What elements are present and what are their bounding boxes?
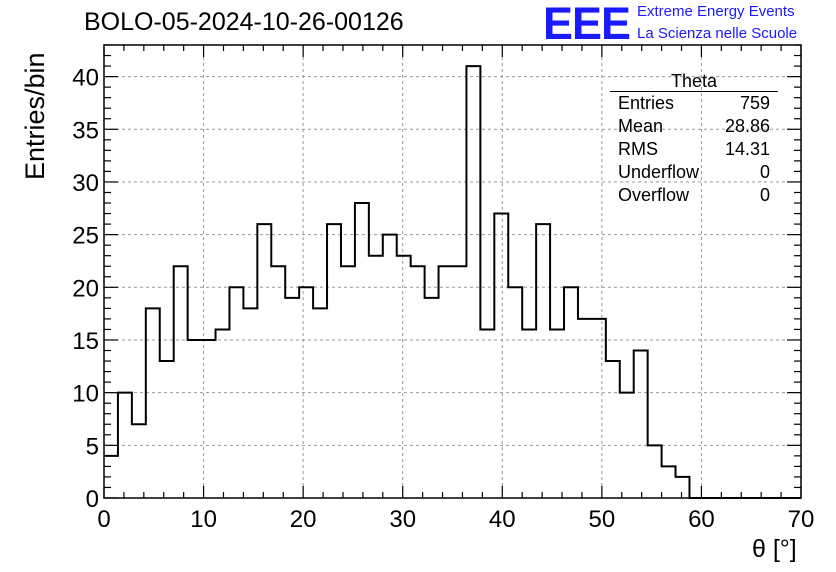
histogram-bin: [327, 224, 341, 498]
histogram-bin: [606, 361, 620, 498]
histogram-bin: [299, 287, 313, 498]
stats-label: RMS: [618, 139, 658, 159]
histogram-bin: [550, 329, 564, 498]
histogram-bin: [676, 477, 690, 498]
x-axis-label: θ [°]: [752, 535, 797, 563]
histogram-bin: [536, 224, 550, 498]
stats-value: 0: [759, 185, 770, 205]
brand-line-1: Extreme Energy Events: [637, 3, 795, 20]
x-tick-label: 50: [589, 506, 616, 533]
stats-row-underflow: Underflow 0: [610, 161, 778, 184]
x-tick-label: 70: [788, 506, 815, 533]
histogram-bin: [411, 266, 425, 498]
histogram-bin: [494, 214, 508, 498]
histogram-bin: [578, 319, 592, 498]
stats-value: 0: [759, 162, 770, 182]
histogram-bin: [216, 329, 230, 498]
y-tick-label: 30: [72, 170, 99, 197]
histogram-bin: [132, 424, 146, 498]
histogram-bin: [648, 445, 662, 498]
stats-row-overflow: Overflow 0: [610, 184, 778, 207]
y-tick-label: 35: [72, 117, 99, 144]
histogram-bin: [146, 308, 160, 498]
stats-box: Theta Entries 759 Mean 28.86 RMS 14.31 U…: [610, 71, 778, 207]
eee-logo: EEE: [543, 0, 631, 49]
histogram-bin: [369, 256, 383, 498]
stats-value: 14.31: [724, 139, 770, 159]
histogram-bin: [257, 224, 271, 498]
x-tick-label: 60: [688, 506, 715, 533]
y-tick-label: 0: [86, 486, 99, 513]
histogram-bin: [439, 266, 453, 498]
stats-label: Entries: [618, 93, 675, 113]
histogram-bin: [453, 266, 467, 498]
plot-frame: [103, 44, 802, 499]
histogram-bin: [466, 66, 480, 498]
histogram-bin: [480, 329, 494, 498]
x-tick-label: 40: [489, 506, 516, 533]
chart-title: BOLO-05-2024-10-26-00126: [84, 8, 404, 36]
brand-line-2: La Scienza nelle Scuole: [637, 25, 798, 42]
x-tick-label: 20: [290, 506, 317, 533]
y-tick-label: 40: [72, 65, 99, 92]
stats-row-mean: Mean 28.86: [610, 115, 778, 138]
stats-label: Overflow: [618, 185, 690, 205]
stats-box-name: Theta: [610, 71, 778, 92]
stats-row-entries: Entries 759: [610, 92, 778, 115]
histogram-bin: [285, 298, 299, 498]
histogram-bin: [341, 266, 355, 498]
y-tick-label: 10: [72, 381, 99, 408]
x-tick-label: 30: [389, 506, 416, 533]
histogram-bin: [271, 266, 285, 498]
stats-value: 759: [739, 93, 770, 113]
histogram-bin: [313, 308, 327, 498]
histogram-bin: [662, 466, 676, 498]
y-tick-label: 15: [72, 328, 99, 355]
histogram-bin: [160, 361, 174, 498]
histogram-bin: [522, 329, 536, 498]
y-tick-label: 5: [86, 433, 99, 460]
y-tick-label: 25: [72, 223, 99, 250]
histogram-outline: [104, 65, 801, 499]
histogram-bin: [174, 266, 188, 498]
histogram-bin: [355, 203, 369, 498]
x-tick-label: 10: [190, 506, 217, 533]
histogram-bin: [634, 351, 648, 498]
stats-label: Underflow: [618, 162, 700, 182]
stats-row-rms: RMS 14.31: [610, 138, 778, 161]
x-tick-label: 0: [97, 506, 110, 533]
histogram-bin: [592, 319, 606, 498]
histogram-bin: [425, 298, 439, 498]
histogram-bin: [188, 340, 202, 498]
stats-value: 28.86: [724, 116, 770, 136]
histogram-bin: [243, 308, 257, 498]
histogram-bin: [383, 235, 397, 498]
y-tick-label: 20: [72, 275, 99, 302]
stats-label: Mean: [618, 116, 664, 136]
histogram-bin: [397, 256, 411, 498]
